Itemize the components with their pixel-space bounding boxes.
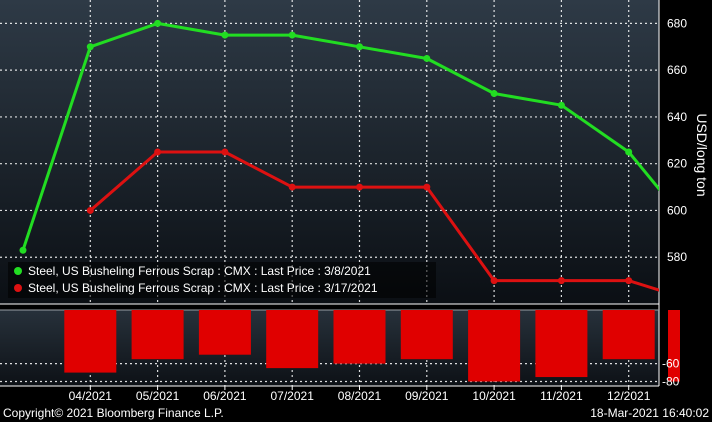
upper-plot-background <box>0 0 659 304</box>
data-point <box>356 43 363 51</box>
series-line-1 <box>89 150 659 292</box>
y-tick-label: 600 <box>667 203 687 217</box>
y-tick-label: 660 <box>667 63 687 77</box>
legend-item-red: Steel, US Busheling Ferrous Scrap : CMX … <box>14 281 378 295</box>
bar <box>668 310 680 382</box>
x-tick-label: 06/2021 <box>203 389 247 403</box>
data-point <box>557 277 565 285</box>
data-point <box>221 148 229 156</box>
bars <box>64 310 680 382</box>
data-point <box>423 54 431 62</box>
x-tick-label: 04/2021 <box>69 389 113 403</box>
legend-background <box>8 262 436 298</box>
x-axis-ticks: 04/2021 05/2021 06/2021 07/2021 08/2021 09/20… <box>69 386 651 403</box>
y-tick-label-lower: -60 <box>662 357 680 371</box>
x-tick-label: 12/2021 <box>607 389 651 403</box>
data-point <box>86 43 94 51</box>
x-tick-label: 11/2021 <box>540 389 583 403</box>
series-points <box>19 19 633 285</box>
data-point <box>154 19 162 27</box>
legend-label-green: Steel, US Busheling Ferrous Scrap : CMX … <box>28 264 371 278</box>
bar <box>198 310 251 355</box>
data-point <box>154 148 162 156</box>
y-axis-label: USD/long ton <box>694 113 710 196</box>
bar <box>468 310 521 382</box>
data-point <box>490 277 498 285</box>
y-tick-label: 640 <box>667 110 687 124</box>
legend-marker-red <box>14 284 22 292</box>
data-point <box>19 246 27 254</box>
copyright: Copyright© 2021 Bloomberg Finance L.P. <box>3 406 224 420</box>
x-tick-label: 08/2021 <box>338 389 382 403</box>
data-point <box>86 206 94 214</box>
data-point <box>625 148 633 156</box>
y-tick-label: 680 <box>667 16 687 30</box>
bar <box>400 310 453 360</box>
x-tick-label: 10/2021 <box>472 389 516 403</box>
bar <box>64 310 117 373</box>
data-point <box>288 183 296 191</box>
y-tick-label-lower: -80 <box>662 375 680 389</box>
x-tick-label: 09/2021 <box>405 389 449 403</box>
y-tick-label: 620 <box>667 157 687 171</box>
legend-item-green: Steel, US Busheling Ferrous Scrap : CMX … <box>14 264 371 278</box>
bar <box>131 310 184 360</box>
bar <box>535 310 588 378</box>
bar <box>266 310 319 369</box>
y-axis-ticks: 580 600 620 640 660 680 -60 -80 <box>662 16 687 388</box>
data-point <box>557 101 565 109</box>
bar <box>333 310 386 364</box>
x-tick-label: 05/2021 <box>136 389 180 403</box>
data-point <box>490 90 498 98</box>
bar <box>602 310 655 360</box>
legend-marker-green <box>14 267 22 275</box>
data-point <box>356 183 363 191</box>
x-tick-label: 07/2021 <box>271 389 315 403</box>
data-point <box>423 183 431 191</box>
data-point <box>288 31 296 39</box>
y-tick-label: 580 <box>667 250 687 264</box>
timestamp: 18-Mar-2021 16:40:02 <box>590 406 709 420</box>
data-point <box>221 31 229 39</box>
legend-label-red: Steel, US Busheling Ferrous Scrap : CMX … <box>28 281 378 295</box>
data-point <box>625 277 633 285</box>
